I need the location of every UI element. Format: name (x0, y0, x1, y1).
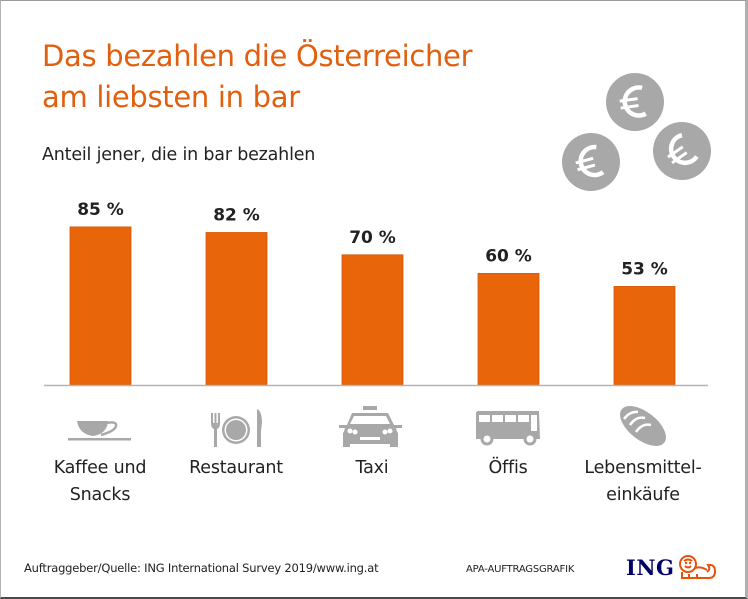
category-label-lebensmittel: Lebensmittel- einkäufe (573, 455, 713, 509)
data-label-5: 53 % (621, 259, 668, 279)
category-label-restaurant: Restaurant (166, 455, 306, 482)
ing-logo-text: ING (626, 554, 675, 580)
category-label-line: Restaurant (189, 458, 283, 478)
bus-icon (476, 411, 540, 446)
bar-3 (341, 254, 404, 386)
data-label-1: 85 % (77, 200, 124, 220)
data-label-4: 60 % (485, 246, 532, 266)
credit-note: APA-AUFTRAGSGRAFIK (466, 564, 575, 575)
category-label-line: Lebensmittel- (584, 458, 702, 478)
category-label-oeffis: Öffis (438, 455, 578, 482)
euro-coin-icon (653, 122, 711, 180)
bar-5 (613, 286, 676, 386)
category-label-line: Öffis (488, 458, 528, 478)
euro-coin-icon (606, 73, 664, 131)
title-line-2: am liebsten in bar (42, 80, 300, 114)
category-label-line: Kaffee und (53, 458, 147, 478)
ing-logo: ING (626, 552, 719, 582)
euro-coins-decoration (562, 73, 711, 191)
cutlery-plate-icon (211, 409, 262, 447)
category-label-line: Snacks (69, 485, 131, 505)
ing-lion-icon (679, 555, 717, 579)
source-note: Auftraggeber/Quelle: ING International S… (24, 561, 379, 575)
chart-title: Das bezahlen die Österreicher am liebste… (42, 36, 582, 118)
bread-icon (620, 406, 666, 446)
category-label-kaffee: Kaffee und Snacks (30, 455, 170, 509)
category-label-line: einkäufe (606, 485, 680, 505)
chart-subtitle: Anteil jener, die in bar bezahlen (42, 145, 316, 165)
title-line-1: Das bezahlen die Österreicher (42, 39, 473, 73)
data-label-3: 70 % (349, 228, 396, 248)
euro-coin-icon (562, 133, 620, 191)
taxi-icon (339, 406, 402, 447)
category-label-line: Taxi (355, 458, 389, 478)
bar-2 (205, 232, 268, 386)
data-label-2: 82 % (213, 205, 260, 225)
bar-1 (69, 226, 132, 386)
coffee-cup-icon (68, 421, 131, 441)
bar-4 (477, 272, 540, 386)
category-label-taxi: Taxi (302, 455, 442, 482)
